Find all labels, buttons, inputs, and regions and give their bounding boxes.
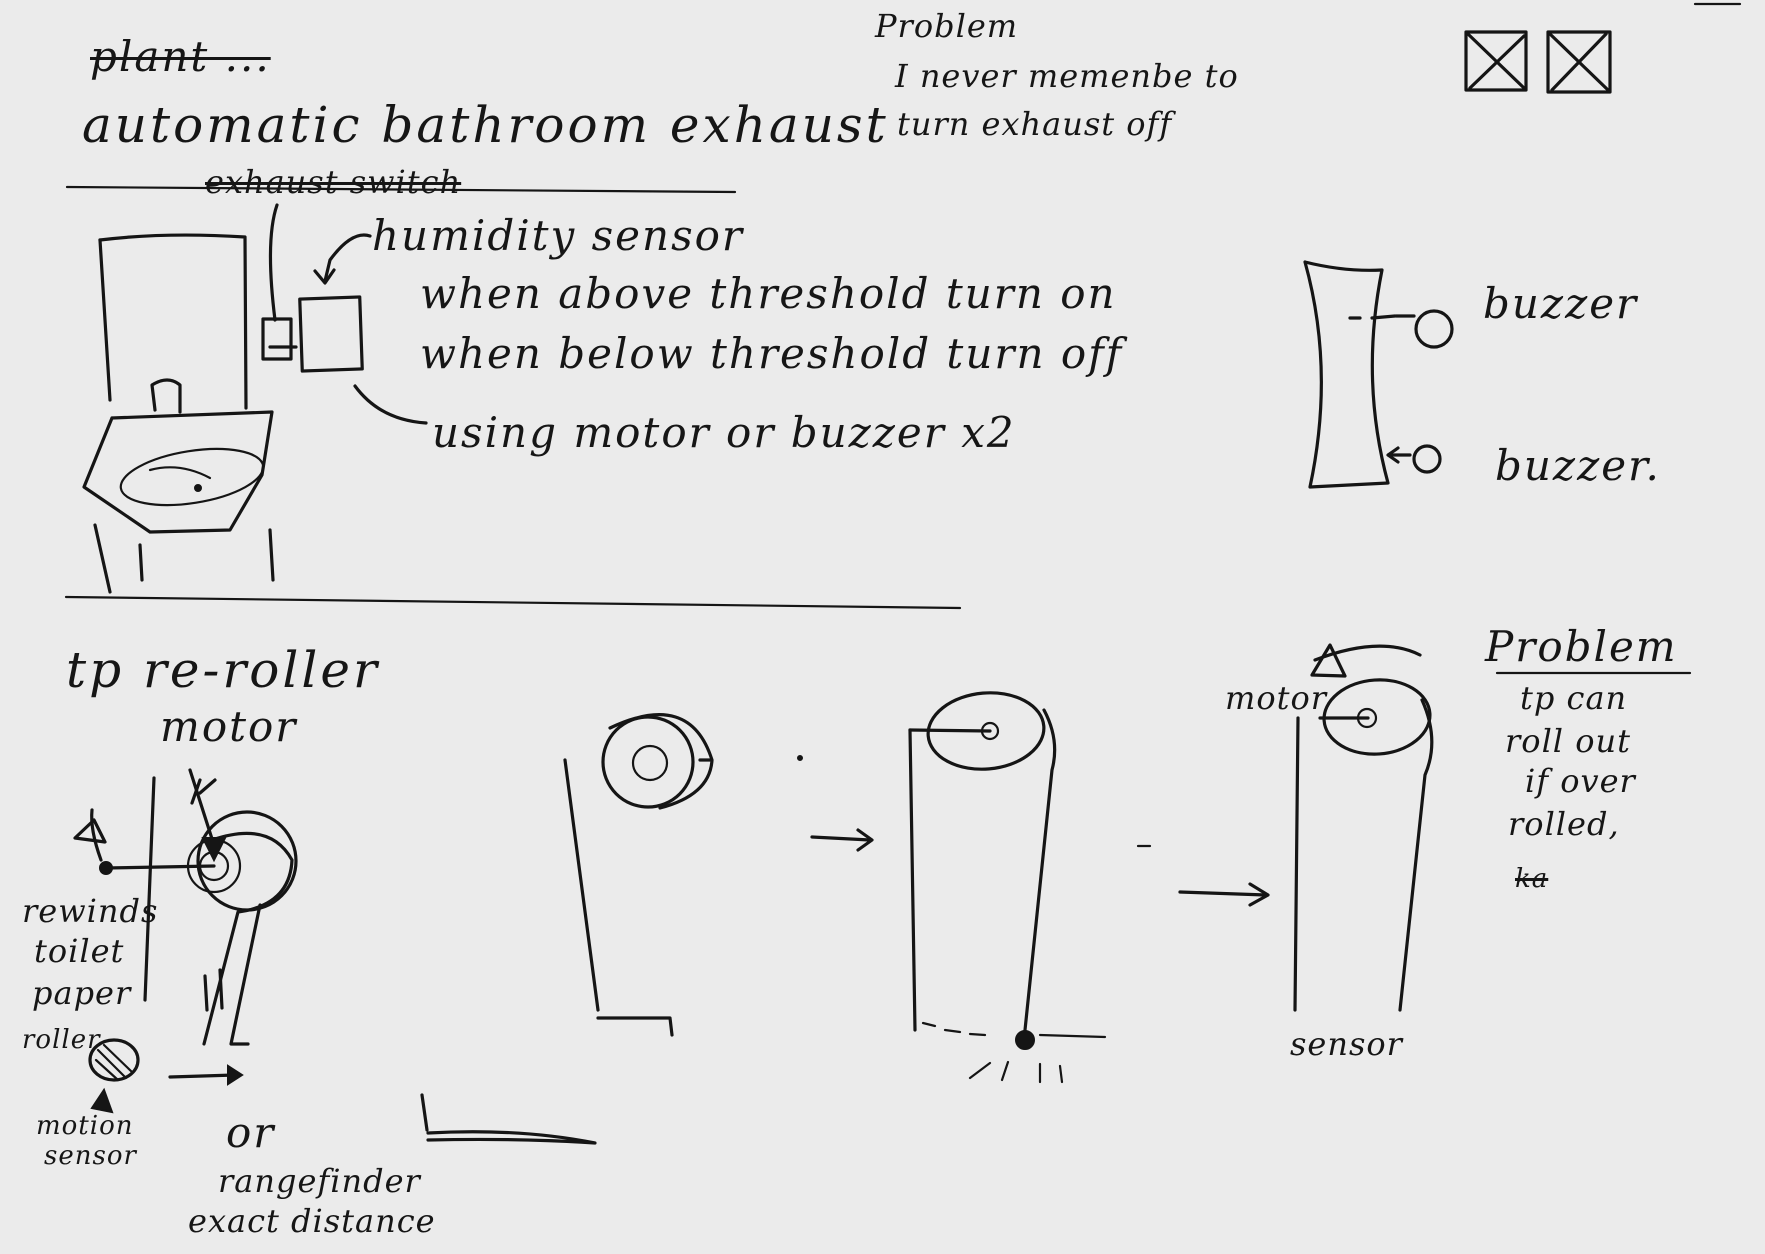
problem-text-line: rolled, bbox=[1508, 805, 1620, 843]
motion-sensor-label: motion bbox=[36, 1111, 134, 1141]
tp-re-roller-sketch bbox=[73, 768, 597, 1145]
or-label: or bbox=[226, 1108, 276, 1157]
stage-motor-label: motor bbox=[1225, 679, 1328, 717]
problem-heading: Problem bbox=[875, 7, 1019, 45]
tp-stage-3-sketch bbox=[1293, 643, 1692, 1012]
rewind-note-line: paper bbox=[32, 974, 132, 1012]
top-separator-line bbox=[65, 185, 737, 194]
middle-separator-line bbox=[64, 595, 962, 610]
buzzer-wall-sketch bbox=[1303, 260, 1454, 489]
arrow-right-icon bbox=[810, 835, 872, 842]
crossed-box-icon bbox=[1464, 30, 1528, 92]
crossed-out-title: plant ... bbox=[90, 32, 271, 81]
problem-text-line: ka bbox=[1515, 864, 1549, 894]
sensor-label: humidity sensor bbox=[372, 211, 745, 260]
problem-text-line: tp can bbox=[1520, 679, 1628, 717]
rewind-note-line: toilet bbox=[34, 932, 125, 970]
rule-line: when above threshold turn on bbox=[420, 269, 1117, 318]
idea-title: automatic bathroom exhaust bbox=[82, 96, 889, 154]
rangefinder-label: rangefinder bbox=[218, 1162, 421, 1200]
problem-heading: Problem bbox=[1485, 622, 1678, 671]
motion-sensor-label: sensor bbox=[44, 1141, 137, 1171]
stage-sensor-label: sensor bbox=[1290, 1025, 1403, 1063]
problem-text-line: turn exhaust off bbox=[897, 105, 1173, 143]
problem-text-line: roll out bbox=[1505, 722, 1631, 760]
humidity-sensor-sketch bbox=[261, 203, 428, 425]
tp-stage-1-sketch bbox=[563, 713, 803, 1037]
rangefinder-note: exact distance bbox=[188, 1202, 436, 1240]
tp-stage-2-sketch bbox=[908, 691, 1152, 1084]
rule-line: when below threshold turn off bbox=[420, 329, 1124, 378]
crossed-out-label: exhaust switch bbox=[205, 163, 462, 201]
rewind-note-line: rewinds bbox=[22, 892, 159, 930]
arrow-right-icon bbox=[1178, 890, 1268, 897]
idea-title: tp re-roller bbox=[66, 641, 380, 699]
actuator-note: using motor or buzzer x2 bbox=[432, 408, 1016, 457]
buzzer-label: buzzer bbox=[1483, 279, 1639, 328]
problem-text-line: I never memenbe to bbox=[895, 57, 1239, 95]
motor-label: motor bbox=[160, 702, 298, 751]
buzzer-label: buzzer. bbox=[1495, 441, 1661, 490]
bathroom-vanity-sketch bbox=[82, 233, 275, 594]
rewind-note-line: roller bbox=[22, 1025, 101, 1055]
problem-text-line: if over bbox=[1525, 762, 1636, 800]
crossed-box-icon bbox=[1546, 30, 1612, 94]
